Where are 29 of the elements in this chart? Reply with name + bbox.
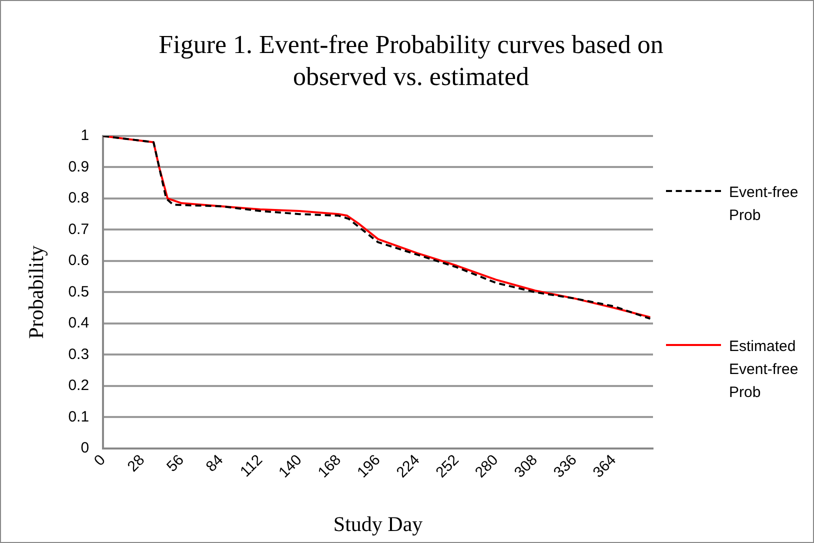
y-tick-label: 0.4 (68, 314, 90, 332)
chart-title: Figure 1. Event-free Probability curves based on observed vs. estimated (158, 29, 664, 93)
x-tick-label: 112 (237, 451, 266, 480)
x-tick-label: 28 (124, 451, 148, 476)
x-axis-title: Study Day (333, 512, 424, 536)
x-tick-label: 224 (393, 451, 424, 482)
x-tick-label: 252 (432, 451, 462, 482)
x-tick-label: 140 (276, 451, 306, 482)
y-tick-label: 0.5 (68, 283, 90, 300)
legend-label: Event-free Prob (729, 183, 800, 226)
x-tick-label: 364 (590, 451, 620, 482)
y-tick-label: 1 (80, 127, 90, 144)
y-tick-label: 0.1 (68, 408, 90, 426)
y-axis-title: Probability (24, 245, 48, 339)
y-tick-label: 0.7 (68, 220, 90, 238)
legend-label: Estimated Event-free Prob (729, 337, 800, 403)
y-tick-label: 0.6 (68, 252, 90, 270)
x-tick-label: 280 (472, 451, 502, 482)
y-tick-label: 0.9 (68, 158, 90, 176)
y-tick-label: 0.2 (68, 377, 90, 394)
x-tick-label: 84 (202, 451, 227, 476)
x-tick-label: 196 (354, 451, 384, 482)
y-tick-label: 0.3 (68, 346, 90, 363)
x-tick-label: 308 (511, 451, 541, 482)
y-tick-label: 0 (80, 440, 90, 457)
x-tick-label: 56 (164, 451, 188, 476)
y-tick-label: 0.8 (68, 190, 90, 207)
x-tick-label: 336 (550, 451, 580, 482)
x-tick-label: 168 (314, 451, 344, 482)
